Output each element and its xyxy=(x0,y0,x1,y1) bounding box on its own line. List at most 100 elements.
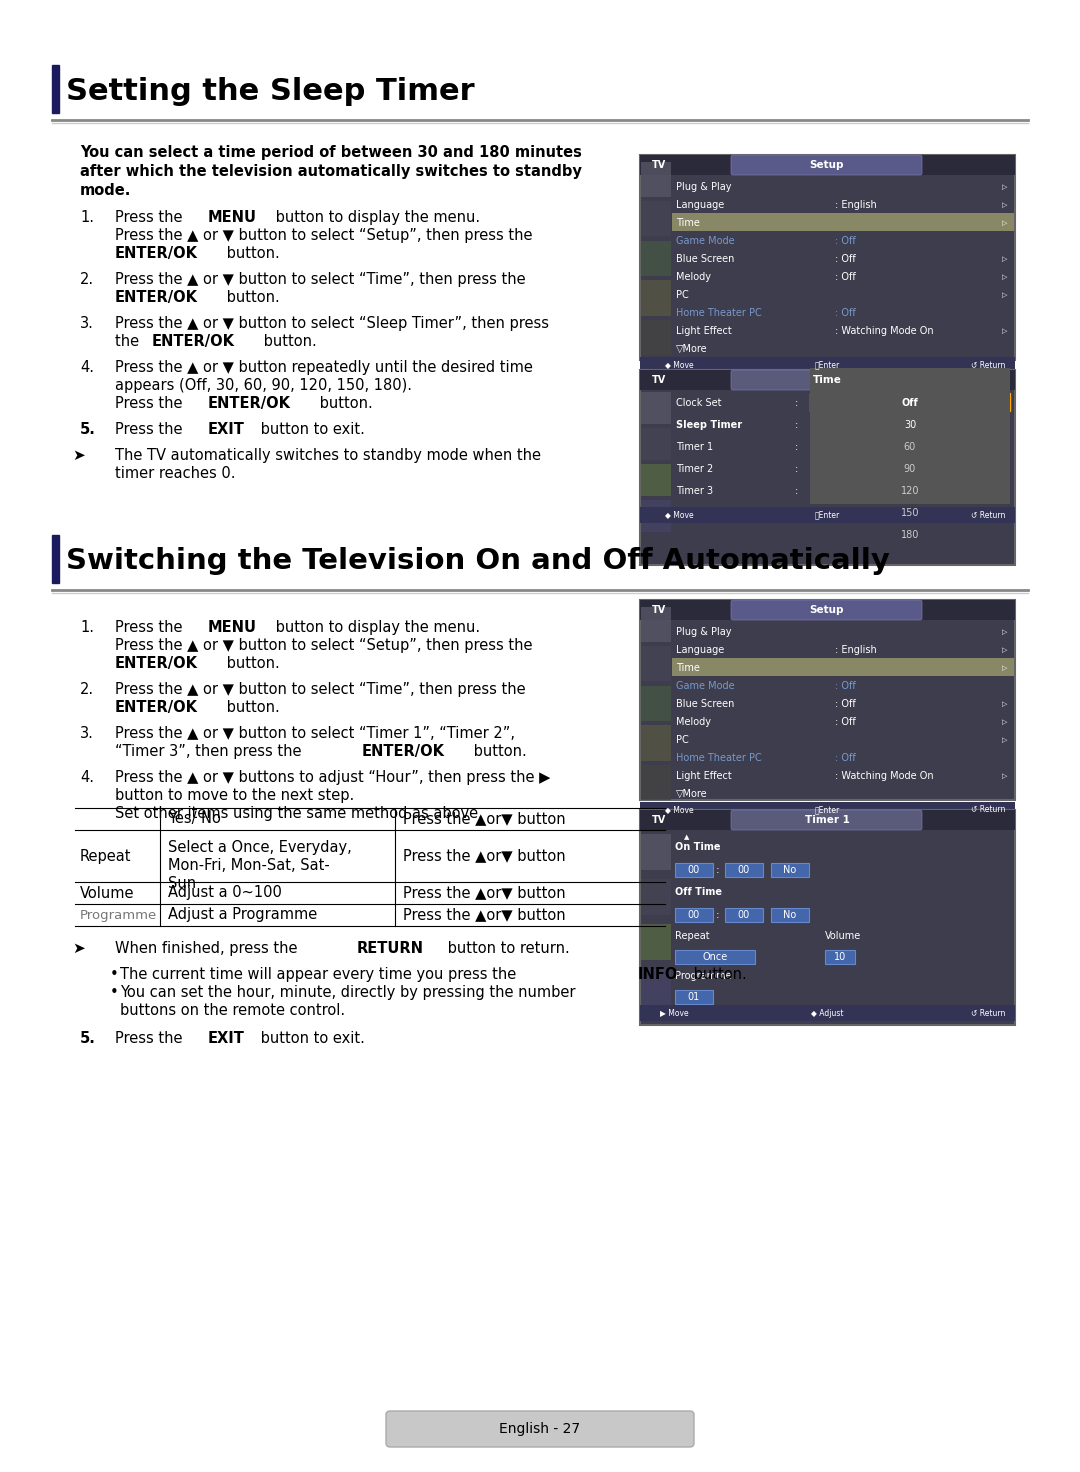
Text: : Off: : Off xyxy=(835,255,855,263)
Text: : English: : English xyxy=(835,200,877,210)
Text: 30: 30 xyxy=(904,420,916,430)
Text: Time: Time xyxy=(812,375,841,386)
Text: Plug & Play: Plug & Play xyxy=(676,183,731,191)
Text: 1.: 1. xyxy=(80,620,94,634)
Text: The current time will appear every time you press the: The current time will appear every time … xyxy=(120,967,521,982)
Bar xyxy=(642,241,671,277)
Text: MENU: MENU xyxy=(208,620,257,634)
Bar xyxy=(725,908,762,921)
Text: appears (Off, 30, 60, 90, 120, 150, 180).: appears (Off, 30, 60, 90, 120, 150, 180)… xyxy=(114,378,411,393)
Bar xyxy=(642,392,671,424)
Text: 5.: 5. xyxy=(80,1030,96,1047)
Text: :: : xyxy=(795,397,798,408)
Bar xyxy=(675,908,713,921)
Text: ENTER/OK: ENTER/OK xyxy=(362,743,445,760)
Text: Press the ▲or▼ button: Press the ▲or▼ button xyxy=(403,908,566,923)
Text: button.: button. xyxy=(222,701,280,715)
Text: Press the ▲or▼ button: Press the ▲or▼ button xyxy=(403,811,566,826)
Text: ➤: ➤ xyxy=(72,447,84,464)
Text: ▷: ▷ xyxy=(1001,737,1007,743)
Text: buttons on the remote control.: buttons on the remote control. xyxy=(120,1002,346,1019)
Bar xyxy=(640,155,1015,361)
Text: ◆ Move: ◆ Move xyxy=(665,805,693,814)
Text: button.: button. xyxy=(222,657,280,671)
Bar xyxy=(642,162,671,197)
Text: Press the: Press the xyxy=(114,1030,187,1047)
Text: ↺ Return: ↺ Return xyxy=(971,511,1005,520)
Text: 01: 01 xyxy=(688,992,700,1002)
Text: Press the ▲ or ▼ button to select “Sleep Timer”, then press: Press the ▲ or ▼ button to select “Sleep… xyxy=(114,316,549,331)
Text: after which the television automatically switches to standby: after which the television automatically… xyxy=(80,163,582,180)
Bar xyxy=(640,601,1015,620)
Bar xyxy=(675,863,713,877)
Text: ▷: ▷ xyxy=(1001,274,1007,280)
Text: button to exit.: button to exit. xyxy=(256,422,365,437)
Text: ➤: ➤ xyxy=(72,941,84,955)
Text: Setting the Sleep Timer: Setting the Sleep Timer xyxy=(66,77,474,106)
Text: Home Theater PC: Home Theater PC xyxy=(676,308,761,318)
Text: :: : xyxy=(716,866,719,874)
Bar xyxy=(642,765,671,801)
Text: Press the: Press the xyxy=(114,422,187,437)
FancyBboxPatch shape xyxy=(731,369,922,390)
Text: :: : xyxy=(716,910,719,920)
Text: : Off: : Off xyxy=(835,717,855,727)
Text: Melody: Melody xyxy=(676,272,711,283)
Bar xyxy=(642,686,671,721)
Bar xyxy=(642,464,671,496)
Text: ▷: ▷ xyxy=(1001,701,1007,707)
Text: Language: Language xyxy=(676,645,725,655)
Text: Light Effect: Light Effect xyxy=(676,771,732,782)
Text: 3.: 3. xyxy=(80,726,94,740)
Text: Adjust a Programme: Adjust a Programme xyxy=(168,908,318,923)
Text: button.: button. xyxy=(222,246,280,261)
Bar xyxy=(642,646,671,682)
Text: 10: 10 xyxy=(834,952,846,963)
Bar xyxy=(771,908,809,921)
Text: TV: TV xyxy=(652,375,666,386)
Text: 3.: 3. xyxy=(80,316,94,331)
Text: Press the ▲ or ▼ button to select “Time”, then press the: Press the ▲ or ▼ button to select “Time”… xyxy=(114,682,526,698)
Bar xyxy=(810,368,1010,503)
Text: •: • xyxy=(110,967,119,982)
Bar xyxy=(642,969,671,1005)
Text: Adjust a 0~100: Adjust a 0~100 xyxy=(168,886,282,901)
Text: Sun: Sun xyxy=(168,876,197,891)
Text: : Off: : Off xyxy=(835,754,855,762)
Text: RETURN: RETURN xyxy=(356,941,423,955)
Bar xyxy=(640,1005,1015,1022)
Text: Melody: Melody xyxy=(676,717,711,727)
Text: Press the: Press the xyxy=(114,620,187,634)
Text: Press the: Press the xyxy=(114,210,187,225)
Text: Select a Once, Everyday,: Select a Once, Everyday, xyxy=(168,841,352,855)
Bar xyxy=(825,949,855,964)
Text: Off: Off xyxy=(902,397,918,408)
Bar xyxy=(52,534,59,583)
Text: : Watching Mode On: : Watching Mode On xyxy=(835,325,933,336)
Text: ENTER/OK: ENTER/OK xyxy=(114,290,198,305)
Text: Off Time: Off Time xyxy=(675,888,723,896)
Text: ⎗Enter: ⎗Enter xyxy=(814,805,839,814)
Text: Sleep Timer: Sleep Timer xyxy=(676,420,742,430)
Text: : Watching Mode On: : Watching Mode On xyxy=(835,771,933,782)
Text: button.: button. xyxy=(259,334,316,349)
Bar xyxy=(640,369,1015,565)
Text: •: • xyxy=(110,985,119,999)
Text: On Time: On Time xyxy=(675,842,720,852)
Text: 4.: 4. xyxy=(80,770,94,785)
Text: ◆ Move: ◆ Move xyxy=(665,511,693,520)
Text: ▽More: ▽More xyxy=(676,344,707,353)
FancyBboxPatch shape xyxy=(386,1412,694,1447)
Bar xyxy=(640,155,1015,175)
Text: Time: Time xyxy=(676,218,700,228)
Text: :: : xyxy=(795,442,798,452)
Text: Press the ▲ or ▼ button repeatedly until the desired time: Press the ▲ or ▼ button repeatedly until… xyxy=(114,361,532,375)
Text: Once: Once xyxy=(702,952,728,963)
Bar xyxy=(640,369,1015,390)
Text: TV: TV xyxy=(652,605,666,615)
Text: 5.: 5. xyxy=(80,422,96,437)
Text: When finished, press the: When finished, press the xyxy=(114,941,302,955)
Text: Volume: Volume xyxy=(825,930,861,941)
Bar xyxy=(642,428,671,459)
Text: button.: button. xyxy=(469,743,526,760)
